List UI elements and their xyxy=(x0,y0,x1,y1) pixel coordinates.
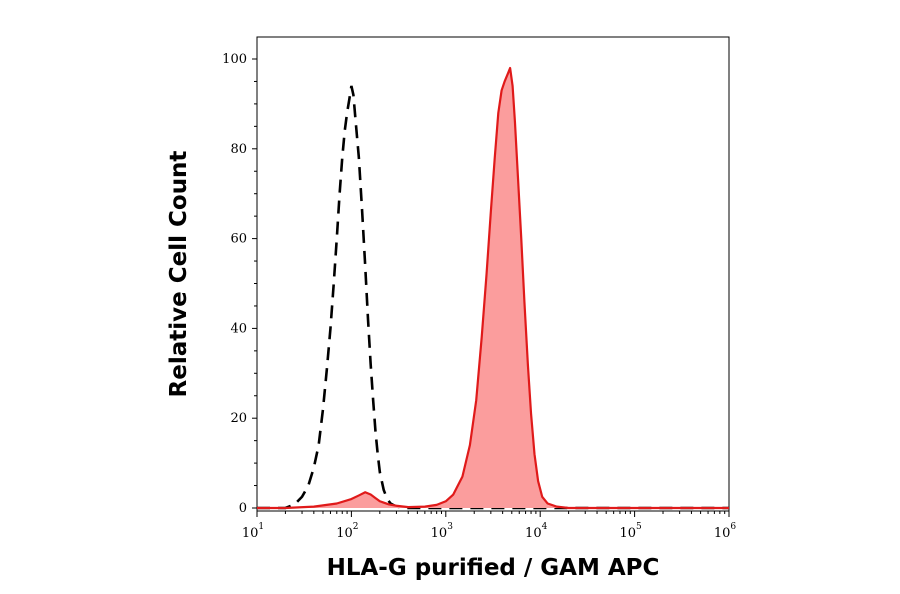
x-tick-base: 10 xyxy=(619,526,636,541)
x-tick-label: 102 xyxy=(336,522,358,541)
x-tick-exponent: 3 xyxy=(447,522,453,532)
x-tick-base: 10 xyxy=(714,526,731,541)
filled-histogram-area xyxy=(257,67,729,508)
x-tick-exponent: 4 xyxy=(542,522,548,532)
x-tick-label: 105 xyxy=(619,522,642,541)
x-tick-base: 10 xyxy=(431,526,448,541)
y-axis-title: Relative Cell Count xyxy=(166,151,192,398)
y-tick-label: 60 xyxy=(230,232,247,247)
y-tick-label: 100 xyxy=(222,52,247,67)
x-tick-base: 10 xyxy=(336,526,353,541)
x-tick-label: 103 xyxy=(431,522,454,541)
y-tick-label: 80 xyxy=(230,142,247,157)
y-tick-label: 0 xyxy=(239,501,247,516)
dashed-histogram-outline xyxy=(257,85,729,510)
x-tick-base: 10 xyxy=(525,526,542,541)
x-tick-exponent: 1 xyxy=(258,522,264,532)
x-tick-base: 10 xyxy=(242,526,259,541)
x-tick-label: 101 xyxy=(242,522,264,541)
x-tick-label: 104 xyxy=(525,522,548,541)
y-tick-label: 40 xyxy=(230,321,247,336)
plot-frame xyxy=(256,36,730,512)
x-axis-title: HLA-G purified / GAM APC xyxy=(327,555,660,581)
y-tick-label: 20 xyxy=(230,411,247,426)
x-tick-label: 106 xyxy=(714,522,737,541)
series-layer xyxy=(257,66,729,510)
x-tick-exponent: 6 xyxy=(730,522,736,532)
x-tick-exponent: 5 xyxy=(636,522,642,532)
x-tick-exponent: 2 xyxy=(353,522,359,532)
filled-histogram-outline xyxy=(257,66,729,510)
